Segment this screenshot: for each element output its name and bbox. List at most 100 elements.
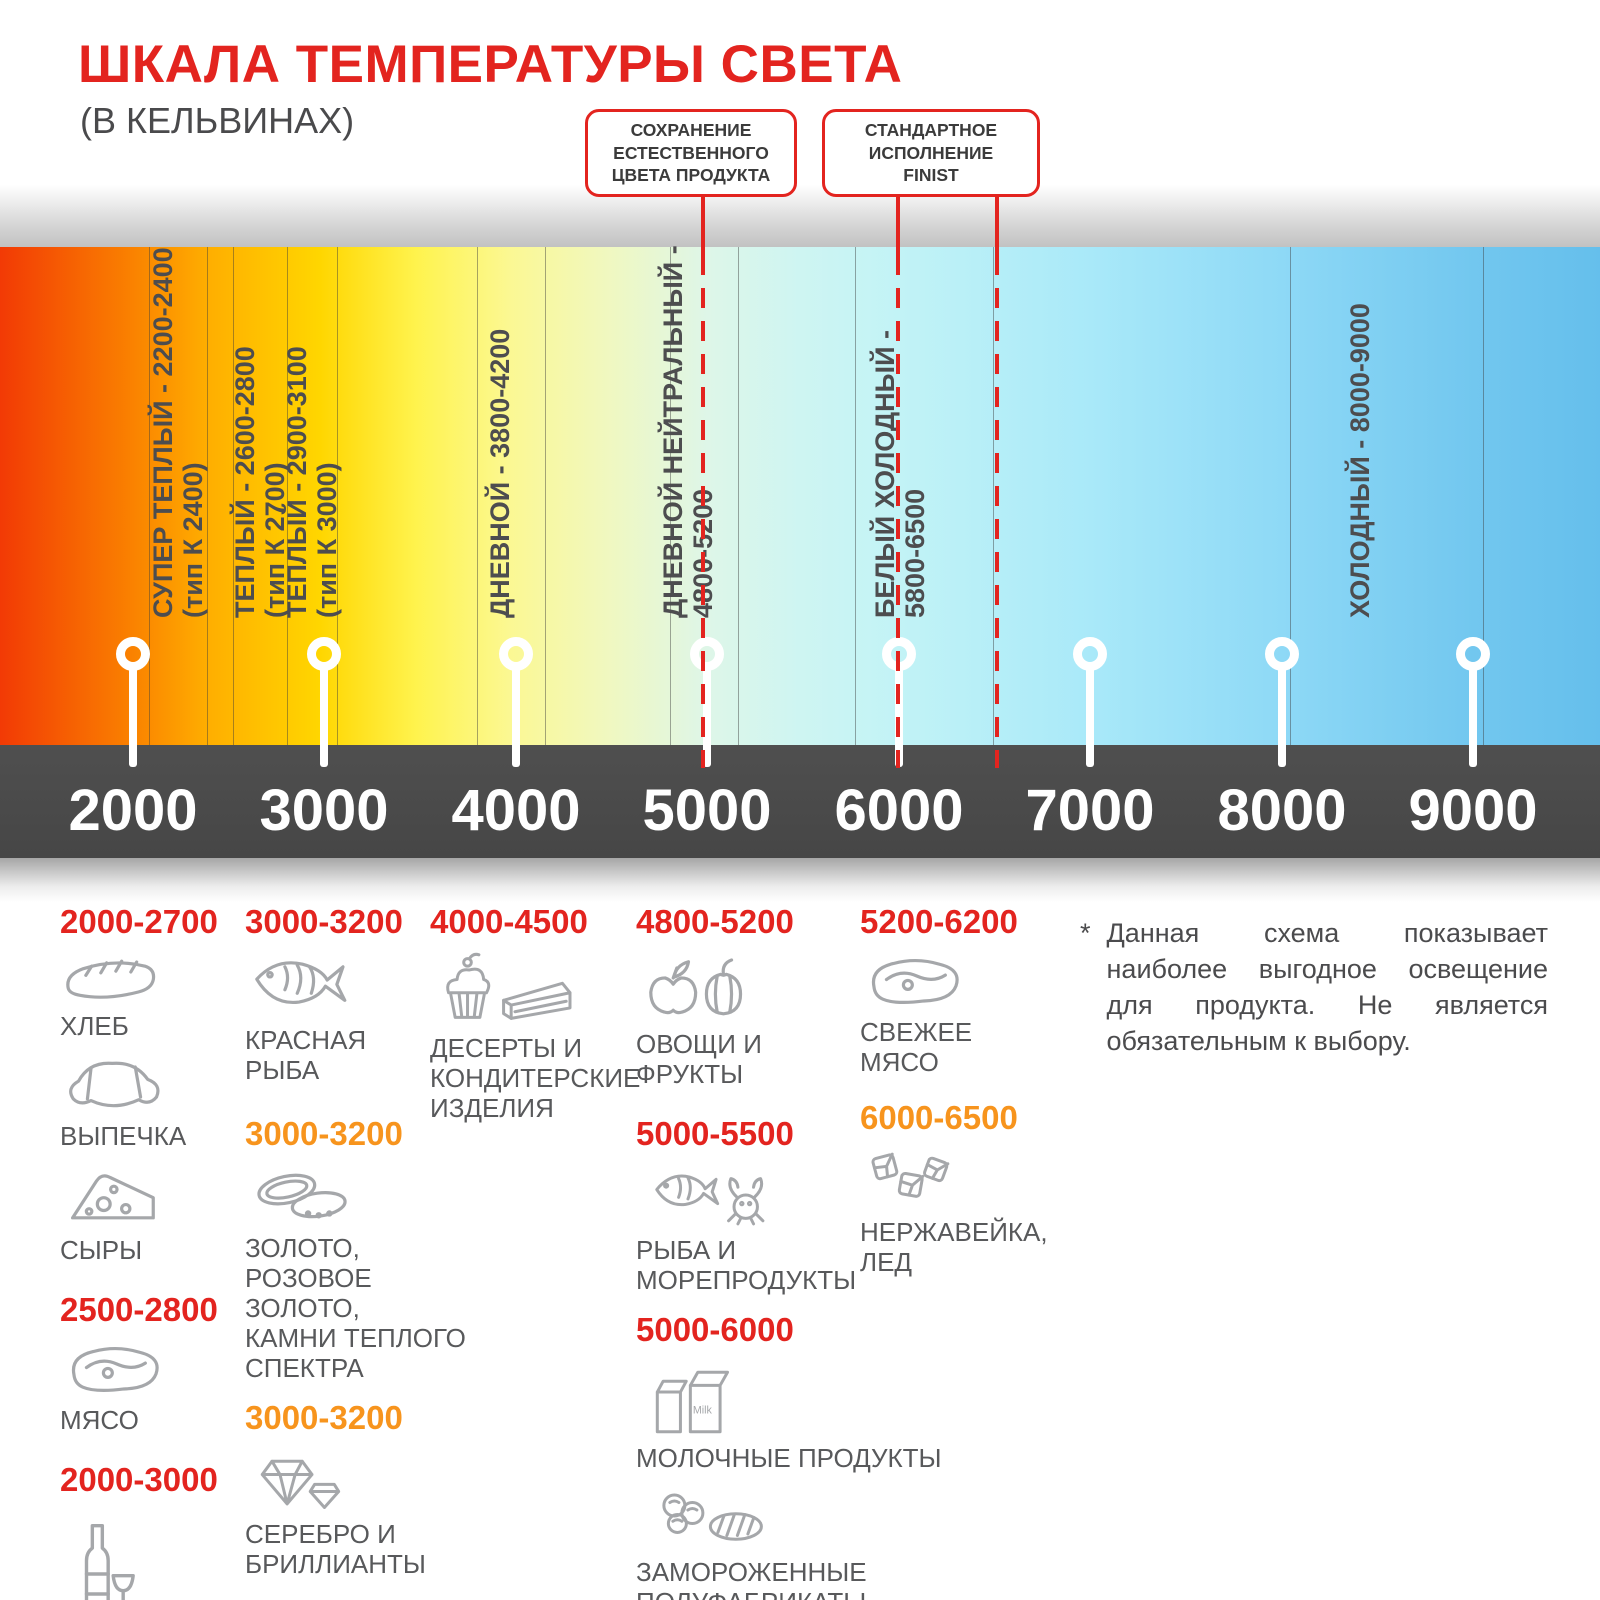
axis-tick-label: 5000 [642, 778, 772, 843]
band-label-warm-2700: ТЕПЛЫЙ - 2600-2800 (тип К 2700) [230, 346, 290, 618]
range-header: 2500-2800 [60, 1291, 218, 1328]
axis-bar [0, 745, 1600, 858]
item-label: МОЛОЧНЫЕ ПРОДУКТЫ [636, 1443, 942, 1473]
item-label: РЫБА И МОРЕПРОДУКТЫ [636, 1235, 857, 1295]
range-header: 5000-5500 [636, 1115, 794, 1152]
item-label: СЕРЕБРО И БРИЛЛИАНТЫ [245, 1519, 426, 1579]
milk-carton-text: Milk [693, 1405, 713, 1417]
category-item: РЫБА И МОРЕПРОДУКТЫ [636, 1163, 966, 1295]
band-label-text: СУПЕР ТЕПЛЫЙ - 2200-2400 [148, 247, 178, 618]
category-column-4: 4800-5200 ОВОЩИ И ФРУКТЫ 5000-5500 [636, 903, 966, 1600]
item-label: ДЕСЕРТЫ И КОНДИТЕРСКИЕ ИЗДЕЛИЯ [430, 1033, 641, 1123]
item-label: КРАСНАЯ РЫБА [245, 1025, 367, 1085]
item-label: СЫРЫ [60, 1235, 143, 1265]
range-header: 3000-3200 [245, 1399, 403, 1436]
callout-natural-color: СОХРАНЕНИЕ ЕСТЕСТВЕННОГО ЦВЕТА ПРОДУКТА [585, 109, 797, 197]
footnote: * Данная схема показывает наиболее выгод… [1080, 915, 1548, 1059]
tick-stem [703, 666, 711, 767]
range-boundary-line [545, 247, 546, 745]
tick-stem [512, 666, 520, 767]
range-header: 3000-3200 [245, 903, 403, 940]
item-label: ВЫПЕЧКА [60, 1121, 187, 1151]
band-label-type: 5800-6500 [900, 488, 930, 618]
category-column-3: 4000-4500 ДЕСЕРТЫ И КОНДИТЕРСКИЕ ИЗДЕЛИЯ [430, 903, 641, 1131]
range-header: 4800-5200 [636, 903, 794, 940]
range-header: 2000-3000 [60, 1461, 218, 1498]
axis-tick-label: 4000 [451, 778, 581, 843]
callout-leader-line [896, 197, 900, 255]
range-header: 3000-3200 [245, 1115, 403, 1152]
dashed-marker-5000 [701, 255, 705, 768]
category-item: ХЛЕБ [60, 951, 240, 1041]
tick-stem [1086, 666, 1094, 767]
dashed-marker-6500 [995, 255, 999, 768]
category-item: НЕРЖАВЕЙКА, ЛЕД [860, 1147, 1070, 1277]
axis-tick-label: 7000 [1025, 778, 1155, 843]
tick-stem [1469, 666, 1477, 767]
band-label-text: ДНЕВНОЙ - 3800-4200 [485, 328, 515, 618]
range-boundary-line [855, 247, 856, 745]
category-item: ЗОЛОТО, РОЗОВОЕ ЗОЛОТО, КАМНИ ТЕПЛОГО СП… [245, 1163, 485, 1383]
category-item: МЯСО [60, 1339, 240, 1435]
range-header: 2000-2700 [60, 903, 218, 940]
category-column-1: 2000-2700 ХЛЕБ ВЫПЕЧКА [60, 903, 240, 1600]
item-label: ЗАМОРОЖЕННЫЕ ПОЛУФАБРИКАТЫ [636, 1557, 867, 1600]
range-boundary-line [337, 247, 338, 745]
gold-rings-icon [245, 1163, 485, 1231]
axis-tick-label: 9000 [1408, 778, 1538, 843]
band-label-text: ХОЛОДНЫЙ - 8000-9000 [1345, 303, 1375, 618]
category-column-2: 3000-3200 КРАСНАЯ РЫБА 3000-3200 ЗОЛОТО,… [245, 903, 485, 1587]
range-boundary-line [993, 247, 994, 745]
band-label-warm-3000: ТЕПЛЫЙ - 2900-3100 (тип К 3000) [282, 346, 342, 618]
callout-leader-line [701, 197, 705, 255]
category-item: КРАСНАЯ РЫБА [245, 951, 485, 1085]
item-label: НЕРЖАВЕЙКА, ЛЕД [860, 1217, 1048, 1277]
band-label-text: ТЕПЛЫЙ - 2900-3100 [282, 346, 312, 618]
alcohol-icon [60, 1509, 240, 1600]
callout-finist-standard: СТАНДАРТНОЕ ИСПОЛНЕНИЕ FINIST [822, 109, 1040, 197]
axis-tick-label: 2000 [68, 778, 198, 843]
range-boundary-line [1290, 247, 1291, 745]
dashed-marker-6000 [896, 255, 900, 768]
tick-stem [1278, 666, 1286, 767]
category-item: СВЕЖЕЕ МЯСО [860, 951, 1070, 1077]
bottom-gray-strip [0, 858, 1600, 902]
top-gray-strip [0, 185, 1600, 247]
range-header: 5000-6000 [636, 1311, 794, 1348]
range-boundary-line [233, 247, 234, 745]
callout-leader-line [995, 197, 999, 255]
band-label-cold: ХОЛОДНЫЙ - 8000-9000 [1345, 303, 1375, 618]
range-boundary-line [738, 247, 739, 745]
bread-icon [60, 951, 240, 1009]
band-label-text: ТЕПЛЫЙ - 2600-2800 [230, 346, 260, 618]
ice-icon [860, 1147, 1070, 1215]
croissant-icon [60, 1051, 240, 1119]
range-header: 5200-6200 [860, 903, 1018, 940]
page-subtitle: (В КЕЛЬВИНАХ) [80, 100, 355, 141]
band-label-white-cold: БЕЛЫЙ ХОЛОДНЫЙ - 5800-6500 [870, 330, 930, 618]
range-boundary-line [670, 247, 671, 745]
range-boundary-line [207, 247, 208, 745]
item-label: МЯСО [60, 1405, 139, 1435]
item-label: ХЛЕБ [60, 1011, 129, 1041]
category-item: СЕРЕБРО И БРИЛЛИАНТЫ [245, 1447, 485, 1579]
category-column-5: 5200-6200 СВЕЖЕЕ МЯСО 6000-6500 НЕРЖАВЕЙ… [860, 903, 1070, 1285]
item-label: ОВОЩИ И ФРУКТЫ [636, 1029, 762, 1089]
item-label: ЗОЛОТО, РОЗОВОЕ ЗОЛОТО, КАМНИ ТЕПЛОГО СП… [245, 1233, 466, 1383]
callout-text: СТАНДАРТНОЕ ИСПОЛНЕНИЕ FINIST [864, 119, 998, 186]
fish-icon [245, 951, 485, 1023]
band-label-daylight: ДНЕВНОЙ - 3800-4200 [485, 329, 515, 618]
band-label-daylight-neutral: ДНЕВНОЙ НЕЙТРАЛЬНЫЙ - 4800-5200 [658, 245, 718, 618]
category-item: ОВОЩИ И ФРУКТЫ [636, 951, 966, 1089]
frozen-food-icon [636, 1483, 966, 1555]
dessert-icon [430, 951, 635, 1031]
category-item: Milk МОЛОЧНЫЕ ПРОДУКТЫ [636, 1359, 966, 1473]
diamond-icon [245, 1447, 485, 1517]
range-boundary-line [149, 247, 150, 745]
band-label-type: (тип К 2400) [178, 462, 208, 618]
range-boundary-line [1483, 247, 1484, 745]
band-label-text: ДНЕВНОЙ НЕЙТРАЛЬНЫЙ - [658, 245, 688, 618]
callout-text: СОХРАНЕНИЕ ЕСТЕСТВЕННОГО ЦВЕТА ПРОДУКТА [611, 119, 771, 186]
axis-tick-label: 3000 [259, 778, 389, 843]
